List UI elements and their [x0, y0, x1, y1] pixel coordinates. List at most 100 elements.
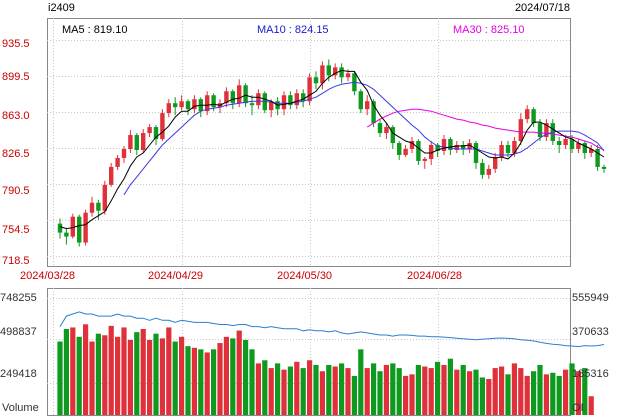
candle-body [224, 91, 229, 104]
volume-bar [345, 368, 351, 415]
price-tick-label: 754.5 [2, 224, 30, 236]
volume-bar [467, 371, 473, 415]
volume-bar [76, 336, 82, 415]
volume-bar [319, 371, 325, 415]
candle-body [435, 145, 440, 151]
volume-bar [563, 369, 569, 415]
candle-body [595, 148, 600, 167]
candle-body [582, 143, 587, 153]
candle-body [307, 77, 312, 102]
oi-tick-label: 185316 [572, 368, 609, 380]
candle-body [480, 162, 485, 175]
volume-bar [313, 364, 319, 415]
volume-bar [153, 333, 159, 415]
volume-bar [179, 336, 185, 415]
symbol-label: i2409 [48, 2, 75, 14]
candle-body [141, 133, 146, 150]
date-label: 2024/07/18 [514, 2, 570, 14]
candle-body [493, 156, 498, 169]
volume-bar [524, 375, 530, 415]
volume-bar [403, 375, 409, 415]
volume-bar [230, 338, 236, 415]
volume-bar [543, 374, 549, 415]
candle-body [569, 139, 575, 149]
candle-body [557, 141, 562, 146]
candle-body [89, 202, 95, 213]
volume-bar [108, 325, 114, 415]
volume-bar [479, 377, 485, 415]
volume-bar [255, 363, 261, 415]
volume-bar [287, 366, 293, 415]
candle-body [294, 93, 299, 106]
open-interest-line [59, 311, 605, 348]
candle-body [128, 135, 133, 149]
candle-body [185, 101, 191, 110]
volume-bar [358, 349, 364, 415]
volume-bar [326, 364, 332, 415]
volume-bar [211, 349, 217, 415]
oi-tick-label: 555949 [572, 292, 609, 304]
volume-bar [204, 352, 210, 415]
candle-body [601, 166, 607, 169]
moving-average-lines [59, 69, 605, 230]
candle-body [563, 139, 568, 146]
volume-bar [268, 368, 274, 415]
candle-body [153, 127, 159, 140]
candle-body [160, 113, 165, 140]
volume-bar [217, 343, 223, 415]
volume-bar [281, 369, 287, 415]
candle-body [192, 99, 197, 110]
candle-body [448, 139, 453, 150]
ma30-label: MA30 : 825.10 [453, 24, 525, 36]
date-tick-label: 2024/05/30 [277, 270, 333, 282]
candle-body [429, 145, 434, 159]
candle-body [237, 85, 242, 104]
candle-body [320, 65, 325, 84]
candle-body [397, 143, 402, 155]
volume-bar [243, 339, 249, 415]
candle-body [365, 101, 370, 110]
volume-bar [307, 360, 313, 415]
volume-bar [364, 368, 370, 415]
ma5-label: MA5 : 819.10 [62, 24, 128, 36]
volume-bar [332, 366, 338, 415]
candle-body [505, 145, 511, 153]
oi-tick-label: 370633 [572, 326, 609, 338]
candle-body [384, 127, 389, 134]
volume-bar [351, 375, 357, 415]
candle-body [589, 148, 594, 153]
candle-body [422, 158, 427, 161]
candle-body [358, 91, 363, 110]
volume-bar [191, 347, 197, 415]
volume-bar [454, 369, 460, 415]
volume-bar [185, 346, 191, 415]
volume-bar [83, 324, 89, 415]
volume-bar [147, 339, 153, 415]
volume-bar [415, 364, 421, 415]
volume-bar [102, 335, 108, 415]
candle-body [473, 143, 479, 163]
price-panel-frame [47, 18, 571, 267]
candle-body [109, 166, 114, 185]
candle-body [166, 103, 171, 114]
volume-bar [249, 349, 255, 415]
volume-bar [550, 372, 556, 415]
price-tick-label: 718.5 [2, 255, 30, 267]
candle-body [467, 143, 472, 149]
price-tick-label: 935.5 [2, 38, 30, 50]
price-tick-label: 826.5 [2, 148, 30, 160]
candle-body [83, 212, 88, 243]
volume-bar [396, 368, 402, 415]
candle-body [96, 202, 101, 211]
volume-bar [486, 379, 492, 415]
candle-body [403, 148, 408, 155]
candle-body [339, 67, 344, 78]
candle-body [333, 67, 338, 76]
volume-bar [435, 361, 441, 415]
candle-body [147, 127, 152, 134]
candle-body [243, 85, 248, 104]
candle-body [301, 93, 306, 102]
candle-body [269, 101, 274, 111]
volume-bar [499, 366, 505, 415]
volume-bar [371, 363, 377, 415]
